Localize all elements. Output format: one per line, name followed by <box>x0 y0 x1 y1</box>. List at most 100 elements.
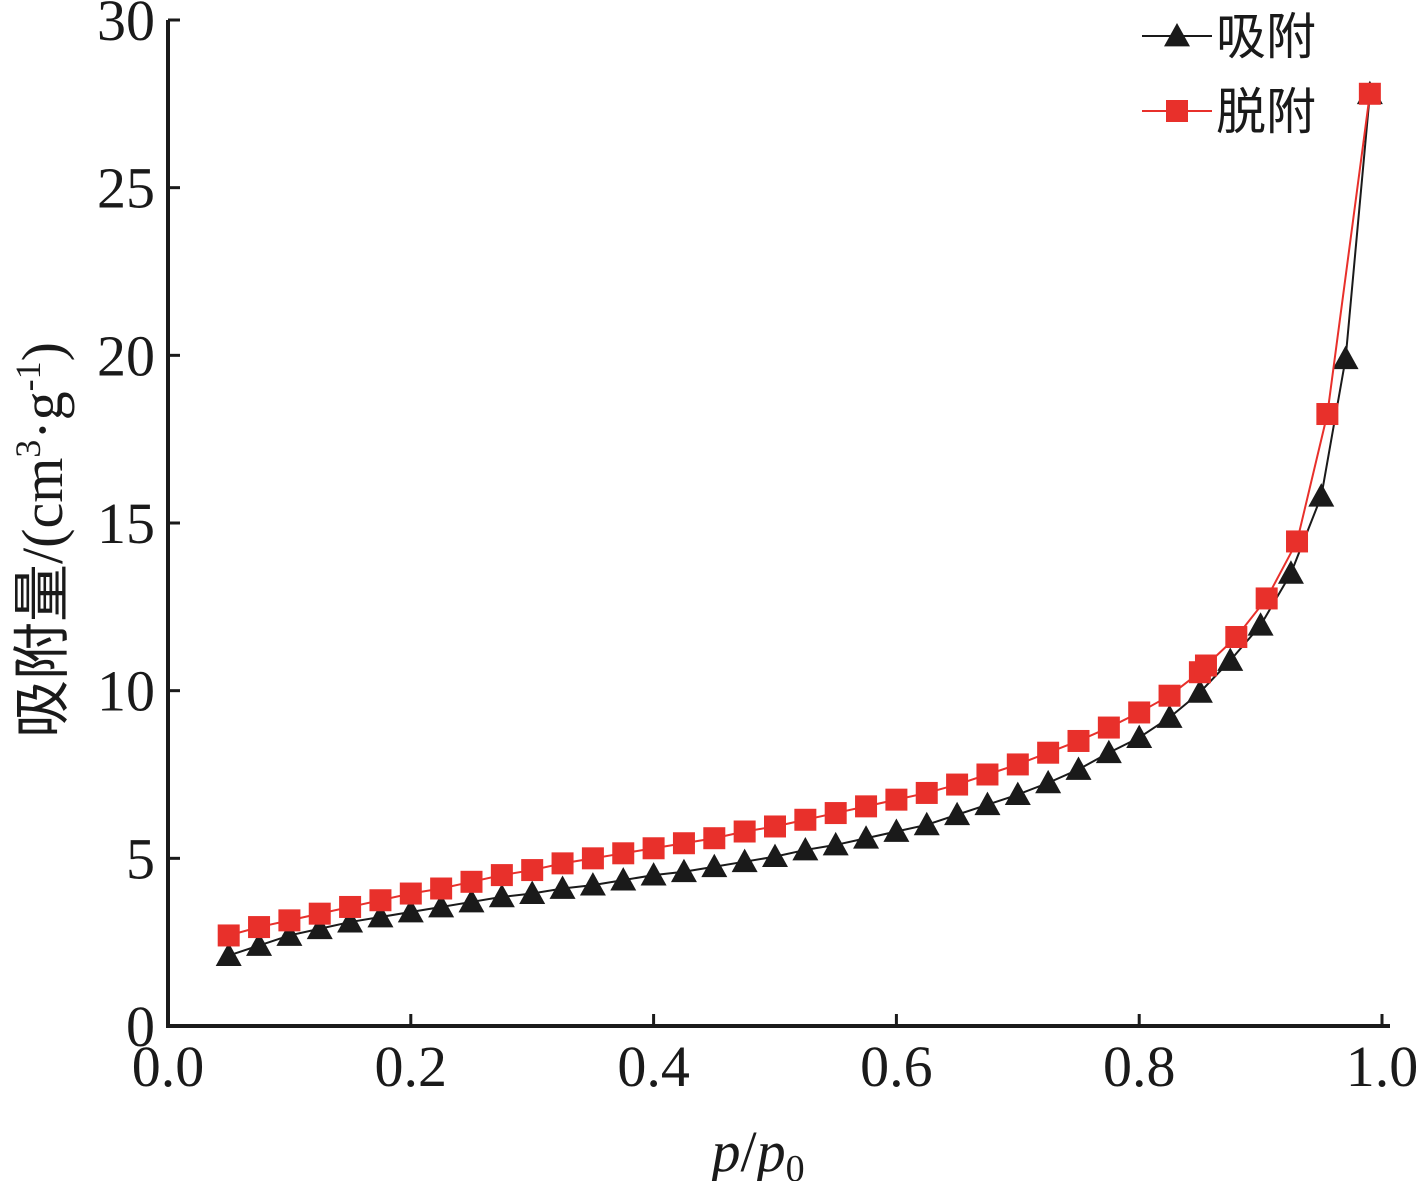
data-point <box>1247 612 1274 636</box>
data-point <box>1156 704 1183 728</box>
y-tick-label: 20 <box>97 323 155 388</box>
data-point <box>672 832 695 855</box>
data-point <box>579 872 606 896</box>
data-point <box>306 915 333 940</box>
y-axis-title-supm1: -1 <box>8 361 48 391</box>
x-tick-label: 0.6 <box>860 1034 933 1099</box>
data-point <box>1006 753 1029 776</box>
data-point <box>339 895 362 918</box>
data-point <box>642 837 665 860</box>
data-point <box>762 843 788 868</box>
data-point <box>913 811 940 836</box>
data-point <box>731 848 758 873</box>
data-point <box>1095 739 1122 764</box>
data-point <box>1126 724 1153 749</box>
data-point <box>1332 345 1359 370</box>
data-point <box>1097 716 1120 739</box>
data-point <box>430 877 453 900</box>
data-point <box>458 888 485 913</box>
data-point <box>883 818 910 842</box>
data-point <box>1035 769 1062 794</box>
data-point <box>428 893 455 918</box>
series-adsorption <box>215 80 1383 966</box>
y-axis-title-main: 吸附量/(cm <box>10 458 75 738</box>
data-point <box>792 836 819 861</box>
y-axis-title: 吸附量/(cm3·g-1) <box>8 342 75 738</box>
data-point <box>974 791 1001 816</box>
data-point <box>215 942 242 966</box>
data-point <box>822 831 849 856</box>
data-point <box>764 815 786 838</box>
data-point <box>946 773 969 796</box>
data-point <box>853 825 880 849</box>
data-point <box>1186 679 1213 703</box>
data-point <box>915 781 938 804</box>
x-axis-title-slash: / <box>740 1119 757 1181</box>
y-tick-label: 25 <box>97 156 155 221</box>
series-desorption <box>217 82 1381 947</box>
x-tick-label: 0.4 <box>617 1034 690 1099</box>
data-point <box>399 882 422 905</box>
data-point <box>1004 781 1031 806</box>
data-point <box>488 883 515 908</box>
data-point <box>337 909 364 933</box>
data-point <box>490 864 513 887</box>
data-point <box>610 867 637 891</box>
data-point <box>460 870 483 893</box>
y-axis-title-close: ) <box>10 342 75 361</box>
data-point <box>640 862 667 886</box>
x-tick-label: 0.8 <box>1103 1034 1176 1099</box>
data-point <box>670 858 697 883</box>
legend-marker <box>1166 100 1188 122</box>
y-axis-title-dotg: ·g <box>10 391 75 439</box>
data-point <box>278 909 301 932</box>
data-point <box>248 916 271 939</box>
data-point <box>1065 756 1092 780</box>
data-point <box>1308 483 1335 507</box>
data-point <box>551 852 574 875</box>
data-point <box>1358 82 1381 105</box>
data-point <box>976 763 999 786</box>
data-point <box>308 902 331 925</box>
data-point <box>1158 684 1181 707</box>
x-axis-title: p/p0 <box>707 1119 804 1181</box>
data-point <box>581 847 604 870</box>
y-tick-label: 0 <box>126 994 155 1059</box>
x-ticks: 0.0 0.2 0.4 0.6 0.8 1.0 <box>132 1014 1417 1099</box>
data-point <box>519 880 546 904</box>
data-point <box>733 820 756 843</box>
data-point <box>1037 741 1060 764</box>
y-axis-title-sup3: 3 <box>8 440 48 458</box>
data-point <box>1286 530 1309 553</box>
legend-item: 脱附 <box>1142 83 1316 141</box>
x-axis-title-p: p <box>707 1119 740 1181</box>
data-point <box>1316 403 1339 426</box>
data-point <box>217 924 240 947</box>
data-point <box>367 904 394 928</box>
data-point <box>1128 701 1151 724</box>
data-point <box>794 808 817 831</box>
y-tick-label: 5 <box>126 826 155 891</box>
x-tick-label: 0.0 <box>132 1034 205 1099</box>
y-tick-label: 15 <box>97 491 155 556</box>
y-ticks: 0 5 10 15 20 25 30 <box>97 0 180 1059</box>
data-point <box>701 853 728 878</box>
data-point <box>369 889 392 912</box>
legend-label: 脱附 <box>1216 83 1316 141</box>
x-tick-label: 1.0 <box>1346 1034 1417 1099</box>
data-point <box>1217 647 1244 671</box>
series-layer <box>215 80 1383 966</box>
data-point <box>885 788 908 811</box>
data-point <box>703 827 726 850</box>
data-point <box>824 802 847 825</box>
data-point <box>944 801 971 826</box>
data-point <box>276 922 303 946</box>
data-point <box>612 842 635 865</box>
data-point <box>397 898 424 923</box>
data-point <box>855 795 878 818</box>
legend-item: 吸附 <box>1142 8 1316 66</box>
y-tick-label: 30 <box>97 0 155 53</box>
data-point <box>549 875 576 899</box>
